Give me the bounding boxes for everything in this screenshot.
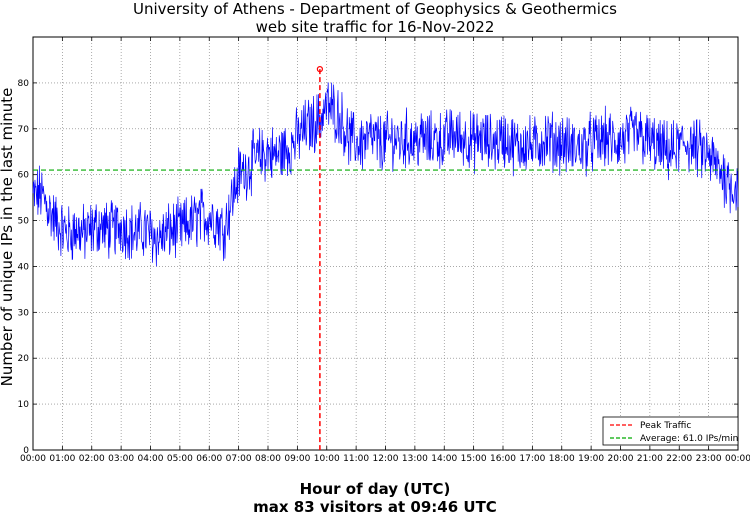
legend: Peak Traffic Average: 61.0 IPs/min (602, 416, 739, 446)
legend-box (602, 416, 739, 446)
legend-peak-label: Peak Traffic (640, 421, 691, 431)
x-tick-label: 11:00 (343, 454, 369, 464)
chart-subtitle: web site traffic for 16-Nov-2022 (255, 18, 495, 36)
axes: 00:00 01:00 02:00 03:00 04:00 05:00 06:00 07:00… (18, 36, 750, 464)
legend-average-label: Average: 61.0 IPs/min (640, 434, 738, 444)
x-axis-sublabel: max 83 visitors at 09:46 UTC (253, 498, 497, 516)
x-tick-label: 01:00 (49, 454, 75, 464)
x-tick-label: 22:00 (666, 454, 692, 464)
peak-marker (316, 66, 323, 73)
x-tick-label: 17:00 (519, 454, 545, 464)
x-tick-label: 13:00 (402, 454, 428, 464)
x-tick-label: 19:00 (578, 454, 604, 464)
x-tick-label: 06:00 (196, 454, 222, 464)
x-tick-label: 00:00 (20, 454, 46, 464)
y-tick-label: 40 (18, 262, 30, 272)
y-tick-label: 50 (18, 217, 30, 227)
x-tick-label: 05:00 (167, 454, 193, 464)
x-tick-label: 12:00 (373, 454, 399, 464)
y-tick-label: 60 (18, 171, 30, 181)
x-tick-label: 09:00 (284, 454, 310, 464)
x-tick-label: 20:00 (608, 454, 634, 464)
traffic-series-line (32, 82, 739, 267)
y-tick-label: 80 (18, 79, 30, 89)
grid (33, 37, 738, 450)
x-tick-label: 23:00 (696, 454, 722, 464)
x-tick-label: 14:00 (431, 454, 457, 464)
y-tick-label: 30 (18, 308, 30, 318)
x-tick-label: 02:00 (79, 454, 105, 464)
x-tick-label: 07:00 (226, 454, 252, 464)
x-tick-label: 03:00 (108, 454, 134, 464)
x-tick-label: 18:00 (549, 454, 575, 464)
x-tick-label: 08:00 (255, 454, 281, 464)
x-tick-label: 10:00 (314, 454, 340, 464)
x-tick-label: 00:00 (725, 454, 750, 464)
x-tick-label: 16:00 (490, 454, 516, 464)
y-tick-label: 10 (18, 400, 30, 410)
y-tick-label: 70 (18, 125, 30, 135)
x-axis-label: Hour of day (UTC) (299, 480, 451, 498)
y-axis-label: Number of unique IPs in the last minute (0, 87, 16, 387)
y-tick-label: 0 (23, 446, 29, 456)
plot-area (32, 66, 739, 450)
y-tick-label: 20 (18, 354, 30, 364)
chart-title: University of Athens - Department of Geo… (133, 0, 617, 18)
x-tick-label: 15:00 (461, 454, 487, 464)
x-tick-label: 21:00 (637, 454, 663, 464)
x-tick-label: 04:00 (138, 454, 164, 464)
plot-frame (32, 36, 739, 451)
